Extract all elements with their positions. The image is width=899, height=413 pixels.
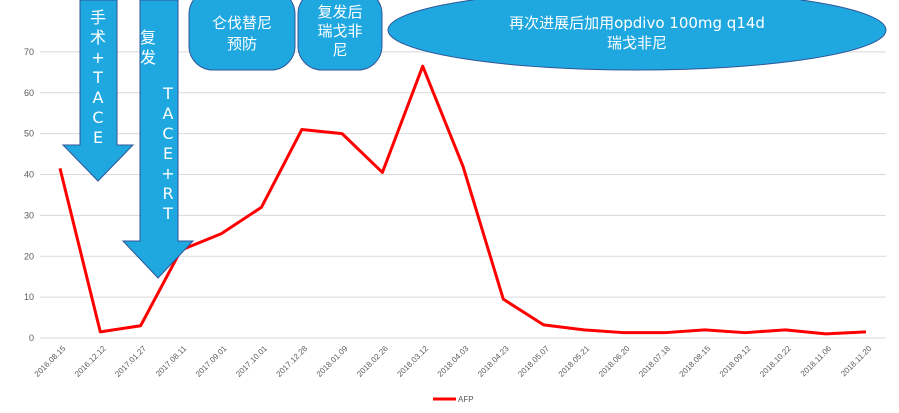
rounded-note-shape [297,0,383,71]
annotation-text: 复发后 [317,3,362,21]
annotation-text: R [162,184,173,203]
x-tick-label: 2018.02.26 [355,344,390,379]
x-tick-label: 2018.05.07 [516,344,551,379]
annotation-text: E [163,144,173,163]
x-tick-label: 2018.04.23 [476,344,511,379]
annotation-text: E [93,128,103,147]
annotation-text: 瑞戈非尼 [607,34,667,52]
annotation-text: 仑伐替尼 [212,14,272,32]
y-tick-label: 10 [24,292,34,302]
annotation-text: T [162,84,173,103]
gridlines [40,51,886,339]
x-tick-label: 2016.12.12 [73,344,108,379]
annotation-text: + [161,164,174,183]
annotation-text: 术 [90,28,106,47]
annotation-text: T [162,204,173,223]
y-tick-label: 30 [24,210,34,220]
down-arrow-shape [121,0,195,279]
y-axis-ticks: 0 10 20 30 40 50 60 70 [24,47,34,343]
x-tick-label: 2018.04.03 [436,344,471,379]
x-tick-label: 2018.01.09 [315,344,350,379]
rounded-note-shape [188,0,296,71]
ellipse-note-shape [387,0,887,71]
series-group [58,64,867,336]
legend: AFP [433,395,474,404]
annotation-text: C [162,124,173,143]
x-tick-label: 2018.11.06 [799,344,834,379]
legend-label-afp: AFP [458,395,474,404]
y-tick-label: 70 [24,47,34,57]
y-tick-label: 60 [24,88,34,98]
annotation-text: 瑞戈非 [317,22,362,40]
x-tick-label: 2017.09.01 [194,344,229,379]
annotation-text: 预防 [227,35,257,53]
annotation-text: + [91,48,104,67]
x-tick-label: 2018.05.21 [557,344,592,379]
x-tick-label: 2017.12.28 [275,344,310,379]
x-tick-label: 2018.09.12 [718,344,753,379]
annotation-text: A [163,104,174,123]
y-tick-label: 40 [24,170,34,180]
x-tick-label: 2018.07.18 [637,344,672,379]
y-tick-label: 50 [24,129,34,139]
x-axis-ticks: 2016.08.15 2016.12.12 2017.01.27 2017.08.11… [33,344,874,379]
y-tick-label: 0 [29,333,34,343]
annotation-note-opdivo: 再次进展后加用opdivo 100mg q14d 瑞戈非尼 [387,0,887,71]
annotation-text: 再次进展后加用opdivo 100mg q14d [509,14,765,32]
x-tick-label: 2018.03.12 [395,344,430,379]
annotation-text: 发 [140,48,156,67]
y-tick-label: 20 [24,251,34,261]
x-tick-label: 2018.11.20 [839,344,874,379]
annotation-text: 手 [90,8,106,27]
annotation-text: 尼 [332,41,347,59]
x-tick-label: 2017.08.11 [154,344,189,379]
x-tick-label: 2017.10.01 [234,344,269,379]
x-tick-label: 2016.08.15 [33,344,68,379]
x-tick-label: 2018.08.15 [678,344,713,379]
x-tick-label: 2018.06.20 [597,344,632,379]
annotation-text: T [92,68,103,87]
annotation-text: A [93,88,104,107]
series-line-afp [58,64,867,336]
annotation-text: 复 [140,28,156,47]
x-tick-label: 2017.01.27 [113,344,148,379]
x-tick-label: 2018.10.22 [758,344,793,379]
annotation-text: C [92,108,103,127]
down-arrow-shape [61,0,135,182]
